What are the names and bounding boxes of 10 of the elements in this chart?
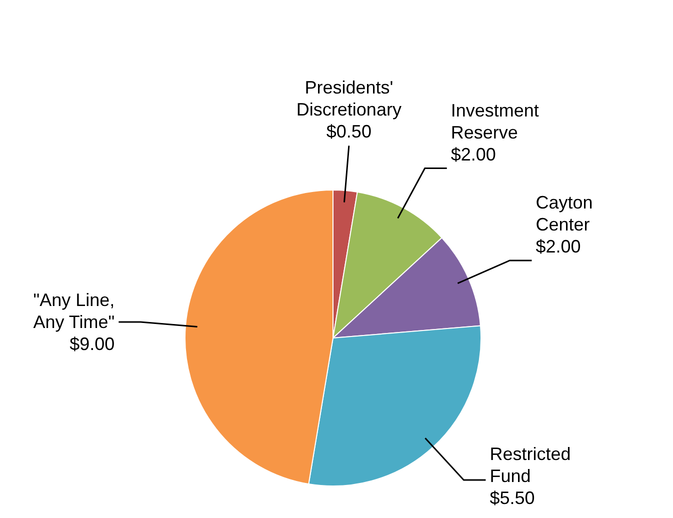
data-label: $2.00 — [450, 144, 496, 164]
slice-label: Investment Reserve — [450, 100, 539, 142]
data-label: $5.50 — [490, 488, 535, 508]
slice-label: Presidents' Discretionary — [296, 78, 402, 120]
slice-label: Cayton Center — [536, 192, 593, 234]
data-label: $0.50 — [326, 122, 372, 142]
slice-label: "Any Line, Any Time" — [33, 290, 115, 332]
data-label: $9.00 — [70, 334, 115, 354]
data-label: $2.00 — [536, 236, 581, 256]
slice-label: Restricted Fund — [490, 444, 571, 486]
